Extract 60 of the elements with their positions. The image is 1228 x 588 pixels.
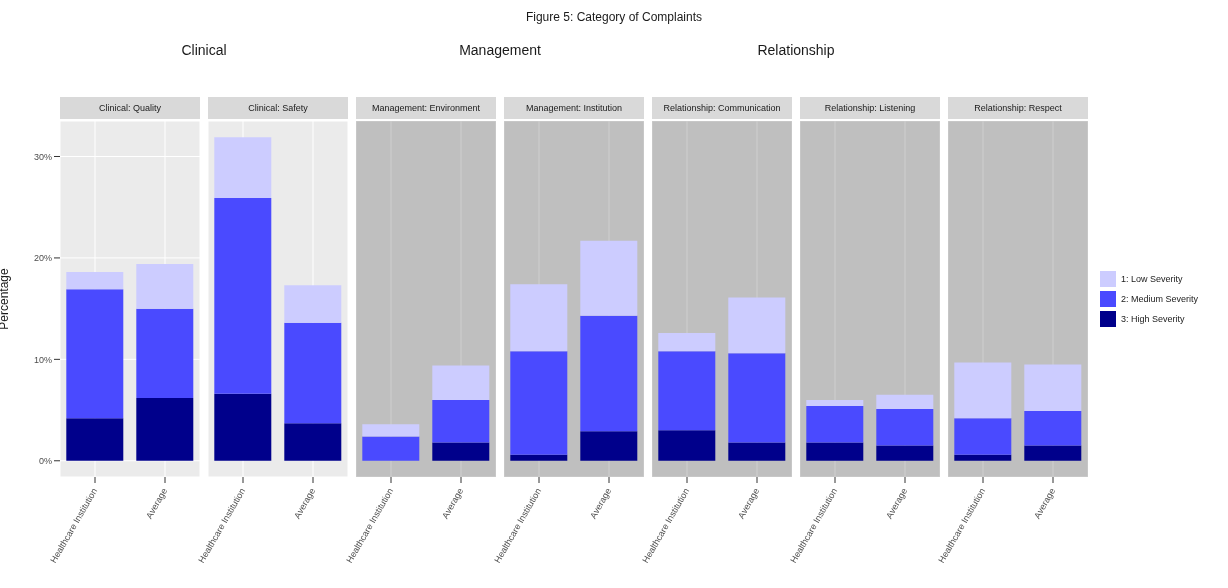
chart-title: Clinical: Safety xyxy=(208,97,348,119)
bar xyxy=(876,409,934,446)
bar xyxy=(66,289,124,419)
bar xyxy=(66,418,124,461)
bar xyxy=(1024,411,1082,446)
bar xyxy=(728,297,786,354)
bar xyxy=(728,353,786,443)
bar xyxy=(658,332,716,352)
y-tick-label: 30% xyxy=(33,151,52,162)
bar xyxy=(136,397,194,461)
bar xyxy=(658,351,716,431)
bar xyxy=(954,362,1012,419)
bar xyxy=(806,399,864,406)
caption: Figure 5: Category of Complaints xyxy=(524,10,704,24)
bar xyxy=(876,394,934,410)
chart-title: Management: Institution xyxy=(504,97,644,119)
bar xyxy=(284,423,342,461)
chart-subtitle: Management xyxy=(458,42,542,58)
legend-label: 1: Low Severity xyxy=(1121,274,1183,284)
bar xyxy=(214,137,272,199)
legend-label: 2: Medium Severity xyxy=(1121,294,1199,304)
chart-title: Relationship: Listening xyxy=(800,97,940,119)
bar xyxy=(876,445,934,461)
y-tick-label: 0% xyxy=(38,455,52,466)
bar xyxy=(136,264,194,309)
bar xyxy=(432,365,490,400)
chart-title: Clinical: Quality xyxy=(60,97,200,119)
chart-subtitle: Relationship xyxy=(756,42,836,58)
bar xyxy=(66,272,124,290)
bar xyxy=(806,406,864,443)
bar xyxy=(728,442,786,461)
bar xyxy=(362,436,420,461)
chart-title: Relationship: Respect xyxy=(948,97,1088,119)
bar xyxy=(1024,364,1082,412)
bar xyxy=(284,322,342,424)
chart-title: Management: Environment xyxy=(356,97,496,119)
bar xyxy=(214,198,272,394)
bar xyxy=(806,442,864,461)
legend-label: 3: High Severity xyxy=(1121,314,1185,324)
bar xyxy=(136,308,194,398)
bar xyxy=(214,393,272,461)
bar xyxy=(510,351,568,455)
bar xyxy=(284,285,342,323)
bar xyxy=(658,430,716,461)
y-axis-title: Percentage xyxy=(0,267,12,330)
bar xyxy=(580,431,638,461)
bar xyxy=(580,240,638,316)
bar xyxy=(954,454,1012,461)
bar xyxy=(1024,445,1082,461)
bar xyxy=(362,424,420,437)
y-tick-label: 20% xyxy=(33,253,52,264)
chart-title: Relationship: Communication xyxy=(652,97,792,119)
bar xyxy=(510,284,568,352)
bar xyxy=(432,399,490,443)
bar xyxy=(580,315,638,432)
y-tick-label: 10% xyxy=(33,354,52,365)
bar xyxy=(510,454,568,461)
bar xyxy=(432,442,490,461)
chart-subtitle: Clinical xyxy=(180,42,228,58)
bar xyxy=(954,418,1012,455)
